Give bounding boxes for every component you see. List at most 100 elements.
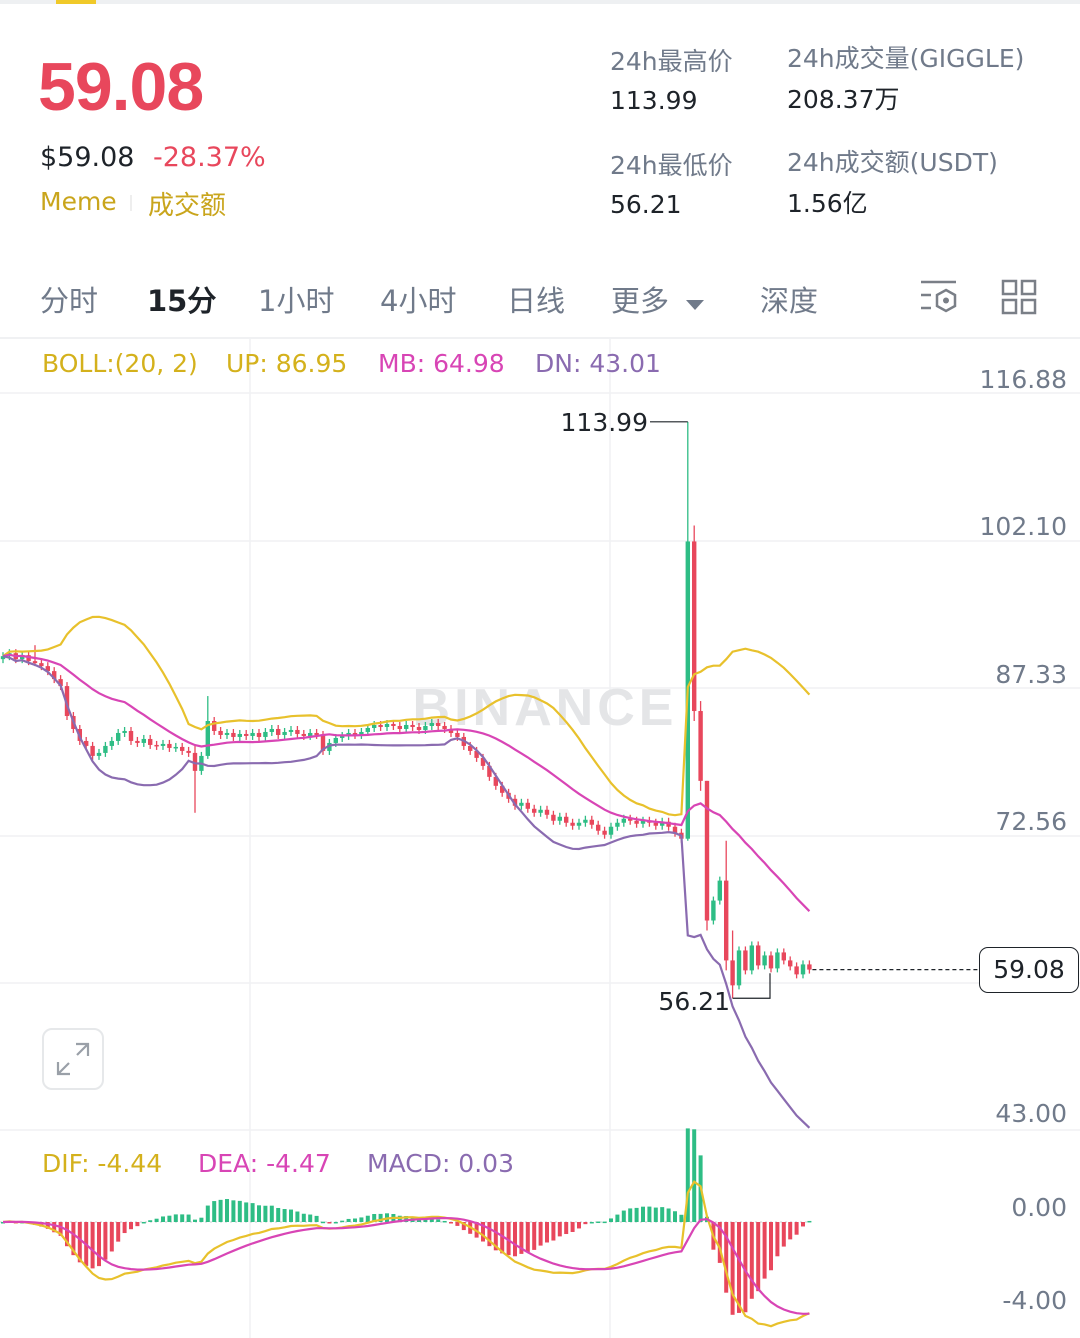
- macd-histogram-bar: [173, 1214, 178, 1222]
- candle-body: [32, 661, 38, 664]
- candle-body: [384, 723, 390, 727]
- macd-histogram-bar: [653, 1207, 658, 1222]
- macd-histogram-bar: [314, 1215, 319, 1222]
- macd-histogram-bar: [77, 1222, 82, 1263]
- candle-body: [480, 757, 486, 766]
- macd-histogram-bar: [615, 1214, 620, 1222]
- low-price-label: 56.21: [658, 987, 730, 1016]
- candle-body: [448, 728, 454, 733]
- candle-body: [135, 740, 140, 743]
- candle-body: [640, 820, 646, 824]
- macd-histogram-bar: [775, 1222, 780, 1257]
- usd-price: $59.08: [40, 142, 135, 173]
- candle-body: [698, 711, 703, 781]
- macd-histogram-bar: [237, 1200, 242, 1222]
- macd-histogram-bar: [308, 1214, 313, 1222]
- stat-turnover-value: 1.56亿: [787, 189, 868, 218]
- macd-histogram-bar: [1, 1222, 5, 1224]
- high-price-label: 113.99: [561, 408, 648, 437]
- macd-histogram-bar: [365, 1215, 370, 1222]
- candle-body: [717, 880, 722, 901]
- candle-body: [724, 880, 729, 961]
- candle-body: [615, 822, 620, 827]
- macd-histogram-bar: [301, 1213, 306, 1222]
- candle-body: [749, 945, 754, 971]
- candle-body: [116, 732, 121, 741]
- candle-body: [487, 765, 492, 777]
- macd-histogram-bar: [660, 1207, 665, 1222]
- last-price: 59.08: [38, 49, 204, 125]
- candle-body: [333, 737, 338, 743]
- candle-body: [167, 743, 172, 748]
- candle-body: [608, 826, 614, 835]
- candle-body: [64, 686, 70, 717]
- candle-body: [237, 733, 242, 737]
- candle-body: [301, 733, 306, 736]
- macd-histogram-bar: [340, 1220, 345, 1223]
- candle-body: [173, 746, 178, 749]
- candle-body: [672, 826, 678, 833]
- tab-depth[interactable]: 深度: [760, 284, 819, 318]
- candle-body: [90, 745, 95, 756]
- change-percent: -28.37%: [153, 142, 266, 173]
- tag-meme[interactable]: Meme: [40, 187, 117, 216]
- macd-histogram-bar: [148, 1220, 153, 1222]
- candle-body: [250, 732, 255, 736]
- candle-body: [436, 722, 441, 726]
- boll-mb: MB: 64.98: [378, 349, 505, 378]
- candle-body: [378, 724, 383, 727]
- candle-body: [391, 723, 396, 726]
- macd-histogram-bar: [577, 1222, 581, 1229]
- candle-body: [621, 818, 626, 823]
- macd-histogram-bar: [71, 1222, 76, 1256]
- macd-histogram-bar: [538, 1222, 543, 1246]
- candle-body: [468, 745, 473, 751]
- tab-1d[interactable]: 日线: [507, 284, 566, 318]
- candle-body: [365, 727, 370, 732]
- candle-body: [397, 725, 402, 729]
- candle-body: [45, 666, 50, 672]
- tab-1h[interactable]: 1小时: [258, 284, 335, 318]
- tab-time-sharing[interactable]: 分时: [40, 284, 99, 318]
- candle-body: [538, 809, 543, 813]
- candle-body: [39, 663, 44, 667]
- candle-body: [474, 750, 479, 758]
- macd-histogram-bar: [666, 1208, 671, 1222]
- candle-body: [519, 802, 524, 806]
- macd-histogram-bar: [417, 1218, 421, 1222]
- macd-histogram-bar: [97, 1222, 101, 1267]
- macd-histogram-bar: [231, 1200, 236, 1222]
- candle-body: [653, 822, 658, 826]
- candle-body: [768, 955, 774, 969]
- indicator-settings-icon[interactable]: [918, 278, 960, 318]
- macd-histogram-bar: [769, 1222, 773, 1271]
- tag-separator: [130, 195, 132, 211]
- candle-body: [762, 955, 767, 966]
- macd-histogram-bar: [346, 1218, 351, 1222]
- macd-histogram-bar: [788, 1222, 793, 1240]
- tab-4h[interactable]: 4小时: [380, 284, 457, 318]
- fullscreen-button[interactable]: [42, 1028, 104, 1090]
- candle-body: [109, 740, 114, 746]
- macd-histogram-bar: [506, 1222, 511, 1256]
- candle-body: [141, 738, 146, 743]
- tab-more[interactable]: 更多: [611, 278, 706, 320]
- tab-15m[interactable]: 15分: [147, 284, 217, 318]
- candle-body: [20, 655, 25, 660]
- macd-histogram-bar: [372, 1214, 377, 1222]
- candle-body: [557, 816, 562, 821]
- macd-histogram-bar: [762, 1222, 767, 1279]
- price-axis-label: 72.56: [995, 807, 1067, 836]
- layout-grid-icon[interactable]: [1000, 278, 1040, 318]
- macd-histogram-bar: [103, 1222, 108, 1260]
- price-axis-label: 102.10: [980, 512, 1067, 541]
- current-price-marker[interactable]: 59.08: [979, 947, 1079, 993]
- macd-histogram-bar: [807, 1220, 812, 1223]
- candle-body: [288, 729, 294, 732]
- tag-volume-rank[interactable]: 成交额: [148, 191, 227, 221]
- candle-body: [327, 742, 332, 751]
- candle-body: [282, 731, 287, 735]
- macd-histogram-bar: [141, 1221, 146, 1224]
- macd-histogram-bar: [327, 1222, 332, 1224]
